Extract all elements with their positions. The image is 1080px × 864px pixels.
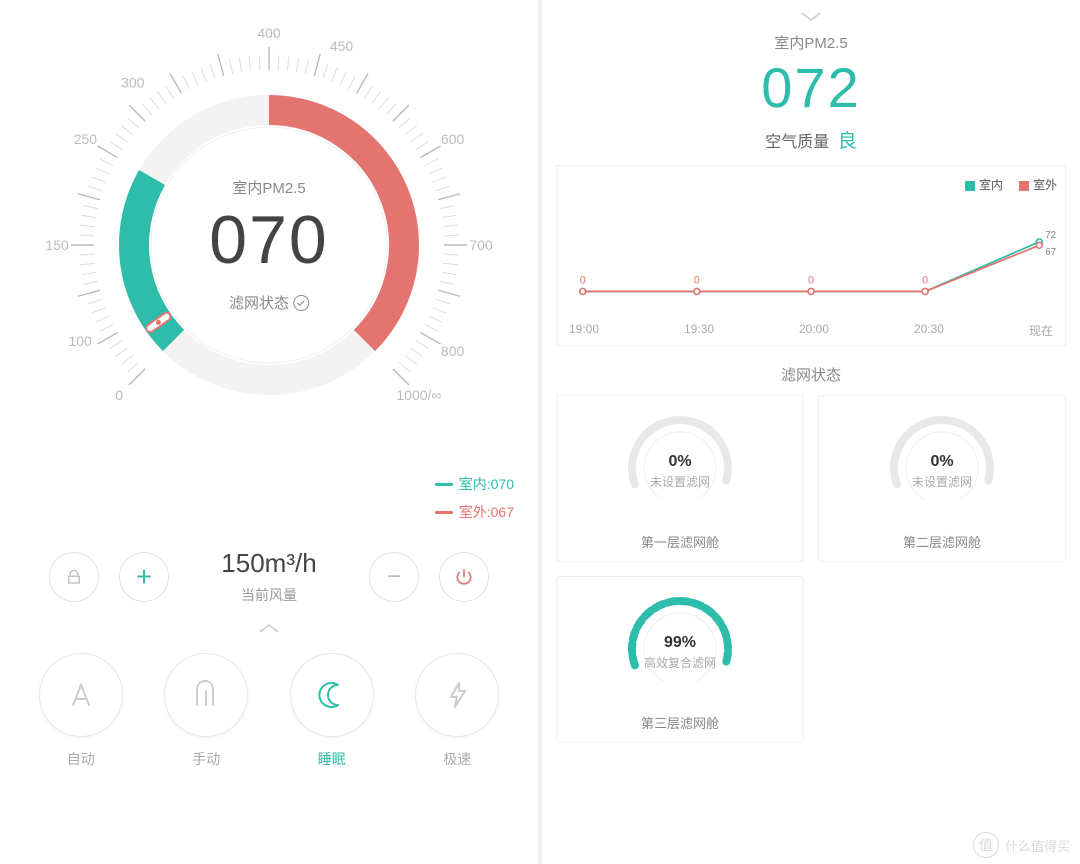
history-chart: 室内 室外 0 0 0 0 72 67 19:00 19:30 20:00 20:30 现… bbox=[556, 165, 1066, 346]
auto-icon bbox=[63, 677, 99, 713]
svg-text:0: 0 bbox=[694, 275, 700, 287]
left-panel: 0 100 150 250 300 400 450 600 700 800 1000/∞ 室内PM2… bbox=[0, 0, 538, 864]
watermark: 值 什么值得买 bbox=[973, 832, 1070, 858]
pm25-label-right: 室内PM2.5 bbox=[542, 32, 1080, 53]
check-icon bbox=[293, 295, 309, 311]
power-button[interactable] bbox=[439, 552, 489, 602]
filter-pct: 0% bbox=[565, 453, 795, 471]
pm25-label: 室内PM2.5 bbox=[209, 177, 328, 198]
filter-status[interactable]: 滤网状态 bbox=[209, 292, 328, 313]
legend-indoor-chart: 室内 bbox=[965, 176, 1003, 193]
filter-type: 未设置滤网 bbox=[565, 473, 795, 490]
chevron-down-icon bbox=[800, 11, 822, 23]
decrease-button[interactable]: − bbox=[369, 552, 419, 602]
chart-x-axis: 19:00 19:30 20:00 20:30 现在 bbox=[565, 322, 1057, 339]
mode-selector: 自动 手动 睡眠 极速 bbox=[0, 649, 538, 793]
filter-card-2[interactable]: 0% 未设置滤网 第二层滤网舱 bbox=[818, 395, 1066, 562]
pm25-value-right: 072 bbox=[542, 55, 1080, 120]
mode-auto[interactable]: 自动 bbox=[39, 653, 123, 769]
svg-text:700: 700 bbox=[469, 237, 493, 253]
svg-text:100: 100 bbox=[68, 333, 92, 349]
svg-text:300: 300 bbox=[121, 75, 145, 91]
svg-text:150: 150 bbox=[45, 237, 69, 253]
svg-text:72: 72 bbox=[1045, 230, 1056, 241]
right-header: 室内PM2.5 072 空气质量 良 bbox=[542, 0, 1080, 153]
svg-text:0: 0 bbox=[580, 275, 586, 287]
airflow-display: 150m³/h 当前风量 bbox=[189, 548, 349, 605]
chart-legend: 室内 室外 bbox=[565, 176, 1057, 193]
moon-icon bbox=[314, 677, 350, 713]
svg-text:600: 600 bbox=[441, 131, 465, 147]
power-icon bbox=[454, 567, 474, 587]
filter-slot: 第三层滤网舱 bbox=[565, 713, 795, 732]
svg-text:800: 800 bbox=[441, 343, 465, 359]
mode-manual[interactable]: 手动 bbox=[164, 653, 248, 769]
filter-slot: 第二层滤网舱 bbox=[827, 532, 1057, 551]
legend-outdoor: 室外:067 bbox=[435, 502, 514, 522]
svg-text:0: 0 bbox=[922, 275, 928, 287]
filter-section-title: 滤网状态 bbox=[556, 364, 1066, 385]
filter-section: 滤网状态 0% 未设置滤网 第一层滤网舱 0% 未设置滤网 第二层滤网舱 99%… bbox=[542, 354, 1080, 743]
svg-text:250: 250 bbox=[74, 131, 98, 147]
gauge-center: 室内PM2.5 070 滤网状态 bbox=[209, 177, 328, 313]
filter-card-1[interactable]: 0% 未设置滤网 第一层滤网舱 bbox=[556, 395, 804, 562]
manual-icon bbox=[188, 677, 224, 713]
svg-text:0: 0 bbox=[115, 387, 123, 403]
pm25-value: 070 bbox=[209, 206, 328, 274]
filter-grid: 0% 未设置滤网 第一层滤网舱 0% 未设置滤网 第二层滤网舱 99% 高效复合… bbox=[556, 395, 1066, 743]
chevron-up-icon bbox=[258, 622, 280, 634]
increase-button[interactable]: + bbox=[119, 552, 169, 602]
lock-button[interactable] bbox=[49, 552, 99, 602]
mode-turbo[interactable]: 极速 bbox=[415, 653, 499, 769]
filter-type: 未设置滤网 bbox=[827, 473, 1057, 490]
airflow-controls: + 150m³/h 当前风量 − bbox=[0, 548, 538, 605]
legend-outdoor-chart: 室外 bbox=[1019, 176, 1057, 193]
filter-slot: 第一层滤网舱 bbox=[565, 532, 795, 551]
filter-pct: 99% bbox=[565, 634, 795, 652]
svg-text:400: 400 bbox=[257, 25, 281, 41]
line-chart: 0 0 0 0 72 67 bbox=[565, 197, 1057, 317]
bolt-icon bbox=[439, 677, 475, 713]
gauge-legend: 室内:070 室外:067 bbox=[435, 474, 514, 530]
collapse-chevron[interactable] bbox=[542, 10, 1080, 28]
mode-sleep[interactable]: 睡眠 bbox=[290, 653, 374, 769]
svg-text:0: 0 bbox=[808, 275, 814, 287]
svg-text:1000/∞: 1000/∞ bbox=[396, 387, 441, 403]
main-gauge: 0 100 150 250 300 400 450 600 700 800 1000/∞ 室内PM2… bbox=[0, 0, 538, 490]
legend-indoor: 室内:070 bbox=[435, 474, 514, 494]
filter-type: 高效复合滤网 bbox=[565, 654, 795, 671]
filter-pct: 0% bbox=[827, 453, 1057, 471]
svg-text:450: 450 bbox=[330, 38, 354, 54]
air-quality-row: 空气质量 良 bbox=[542, 126, 1080, 153]
expand-chevron[interactable] bbox=[0, 621, 538, 639]
lock-icon bbox=[65, 568, 83, 586]
filter-card-3[interactable]: 99% 高效复合滤网 第三层滤网舱 bbox=[556, 576, 804, 743]
svg-text:67: 67 bbox=[1045, 247, 1056, 258]
right-panel: 室内PM2.5 072 空气质量 良 室内 室外 00007267 19:00 … bbox=[542, 0, 1080, 864]
